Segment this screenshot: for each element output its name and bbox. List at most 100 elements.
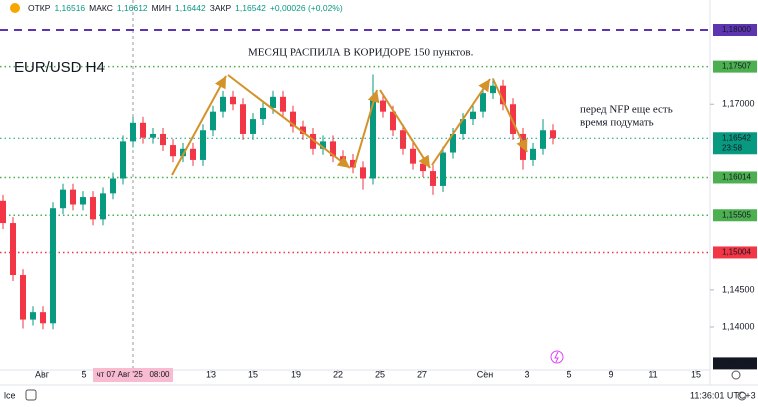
candle-body	[320, 141, 326, 149]
ohlc-change: +0,00026 (+0,02%)	[269, 3, 343, 13]
calendar-icon[interactable]	[25, 389, 37, 401]
candle-body	[290, 111, 296, 127]
x-tick-label: Авг	[35, 369, 50, 379]
candle-body	[460, 119, 466, 134]
ohlc-value: 1,16516	[54, 3, 86, 13]
candle-body	[490, 85, 496, 94]
settings-icon[interactable]	[737, 391, 747, 401]
reset-icon[interactable]	[731, 370, 741, 380]
x-tick-label: 27	[417, 369, 427, 379]
candle-body	[430, 171, 436, 186]
candle-body	[340, 156, 346, 160]
level-box	[713, 60, 757, 73]
candle-body	[250, 119, 256, 134]
candle-body	[420, 163, 426, 172]
y-tick-label: 1,14000	[722, 321, 755, 331]
candle-body	[280, 96, 286, 112]
crosshair-y-box	[713, 357, 757, 370]
candle-body	[330, 141, 336, 157]
arrow	[353, 89, 380, 169]
y-tick-label: 1,14500	[722, 284, 755, 294]
arrow	[492, 78, 528, 153]
last-price-timer: 23:58	[722, 143, 743, 152]
candle-body	[30, 312, 36, 320]
level-label: 1,16014	[722, 173, 751, 182]
last-price-label: 1,16542	[722, 133, 751, 142]
footer-time: 11:36:01 UTC+3	[690, 390, 756, 400]
chart-title: EUR/USD H4	[14, 59, 105, 76]
ohlc-key: ЗАКР	[209, 3, 232, 13]
candle-body	[220, 96, 226, 112]
candle-body	[440, 152, 446, 186]
candle-body	[370, 100, 376, 179]
arrow	[171, 75, 227, 176]
candle-body	[140, 122, 146, 138]
x-tick-label: 3	[524, 369, 529, 379]
candle-body	[50, 208, 56, 324]
candle-body	[300, 126, 306, 134]
candle-body	[200, 130, 206, 160]
symbol-icon	[10, 3, 20, 13]
candle-body	[470, 111, 476, 120]
candle-body	[60, 189, 66, 209]
level-label: 1,17507	[722, 62, 751, 71]
last-price-box	[713, 132, 757, 155]
candle-body	[550, 130, 556, 139]
x-tick-label: 5	[81, 369, 86, 379]
x-tick-label: 22	[333, 369, 343, 379]
ohlc-value: 1,16612	[116, 3, 148, 13]
event-icon[interactable]	[550, 350, 564, 364]
candle-body	[110, 178, 116, 194]
level-box	[713, 171, 757, 184]
candle-body	[380, 100, 386, 112]
candle-body	[540, 130, 546, 149]
candle-body	[0, 200, 6, 224]
x-tick-label: 25	[375, 369, 385, 379]
arrow	[227, 74, 351, 169]
candle-body	[160, 133, 166, 146]
candle-body	[190, 148, 196, 160]
x-tick-label: Сен	[477, 369, 494, 379]
candle-body	[100, 193, 106, 220]
candle-body	[360, 167, 366, 179]
plot	[0, 0, 710, 370]
ohlc-key: МИН	[151, 3, 171, 13]
candle-body	[230, 96, 236, 105]
candle-body	[90, 197, 96, 220]
level-box	[713, 246, 757, 259]
candle-body	[80, 197, 86, 205]
candle-body	[70, 189, 76, 205]
crosshair-x-label: чт 07 Авг '25 08:00	[96, 370, 170, 379]
drawn-arrows	[171, 74, 528, 176]
arrow	[431, 78, 491, 166]
candle-body	[240, 104, 246, 134]
candle-body	[260, 107, 266, 120]
level-box	[713, 23, 757, 36]
annotation: МЕСЯЦ РАСПИЛА В КОРИДОРЕ 150 пунктов.	[248, 47, 474, 59]
candle-body	[270, 96, 276, 108]
candle-body	[310, 133, 316, 149]
x-tick-label: 15	[248, 369, 258, 379]
candle-body	[170, 145, 176, 157]
candle-body	[450, 133, 456, 153]
annotation: перед NFP еще есть	[580, 104, 673, 116]
candle-body	[410, 148, 416, 164]
crosshair-y-label: 1,13510	[722, 359, 751, 368]
candle-body	[510, 104, 516, 134]
candle-body	[350, 159, 356, 168]
candle-body	[10, 223, 16, 276]
candle-body	[150, 133, 156, 138]
level-label: 1,18000	[722, 25, 751, 34]
y-tick-label: 1,17000	[722, 99, 755, 109]
candle-body	[20, 275, 26, 320]
x-tick-label: 5	[566, 369, 571, 379]
candle-body	[180, 148, 186, 157]
candle-body	[500, 85, 506, 105]
candle-body	[120, 141, 126, 179]
candle-body	[40, 312, 46, 324]
annotation: время подумать	[580, 117, 654, 129]
event-icon-bolt	[554, 351, 559, 363]
ohlc-key: ОТКР	[28, 3, 51, 13]
